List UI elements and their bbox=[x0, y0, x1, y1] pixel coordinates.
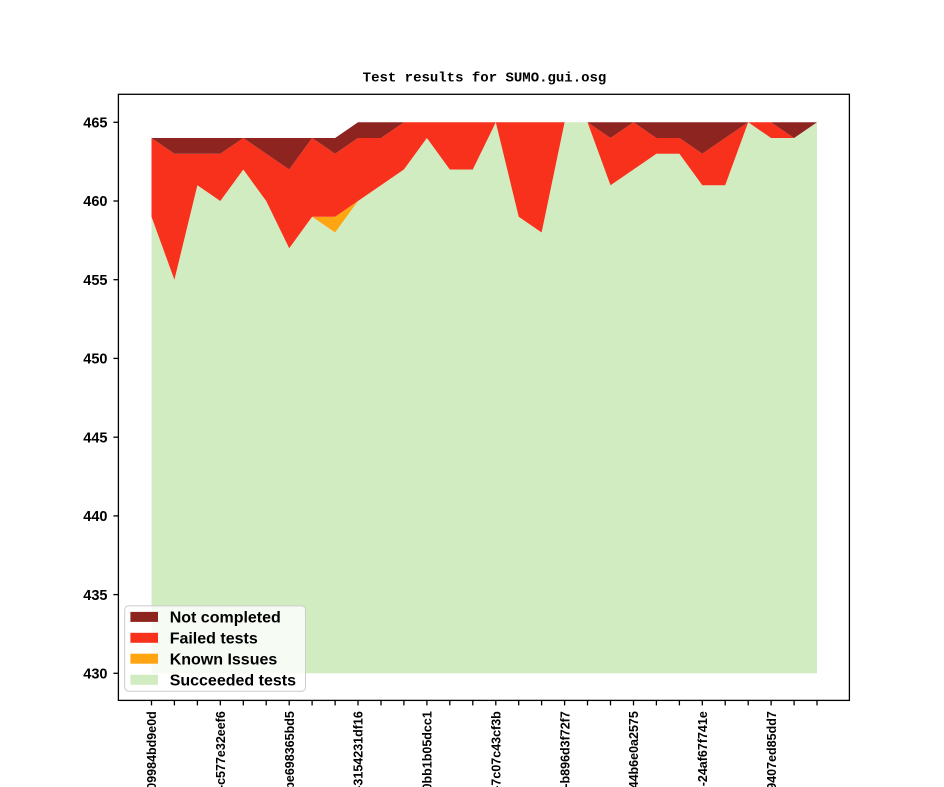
svg-text:455: 455 bbox=[83, 273, 107, 289]
svg-text:44b6e0a2575: 44b6e0a2575 bbox=[627, 711, 641, 787]
svg-text:-b896d3f72f7: -b896d3f72f7 bbox=[558, 711, 572, 787]
svg-text:Known Issues: Known Issues bbox=[170, 651, 278, 668]
svg-text:460: 460 bbox=[83, 194, 107, 210]
svg-text:-c577e32eef6: -c577e32eef6 bbox=[214, 711, 228, 787]
svg-text:-3154231df16: -3154231df16 bbox=[352, 711, 366, 787]
svg-text:0bb1b05dcc1: 0bb1b05dcc1 bbox=[421, 711, 435, 787]
svg-text:09984bd9e0d: 09984bd9e0d bbox=[145, 711, 159, 787]
svg-text:465: 465 bbox=[83, 116, 107, 132]
svg-text:440: 440 bbox=[83, 509, 107, 525]
svg-text:445: 445 bbox=[83, 430, 107, 446]
svg-text:Test results for SUMO.gui.osg: Test results for SUMO.gui.osg bbox=[363, 71, 607, 87]
svg-text:Not completed: Not completed bbox=[170, 610, 281, 627]
svg-text:Succeeded tests: Succeeded tests bbox=[170, 673, 296, 690]
svg-text:be698365bd5: be698365bd5 bbox=[283, 711, 297, 787]
svg-text:-7c07c43cf3b: -7c07c43cf3b bbox=[490, 711, 504, 787]
svg-text:430: 430 bbox=[83, 667, 107, 683]
svg-text:-24af67f741e: -24af67f741e bbox=[696, 711, 710, 786]
svg-text:9407ed85dd7: 9407ed85dd7 bbox=[765, 711, 779, 787]
svg-text:435: 435 bbox=[83, 588, 107, 604]
svg-text:Failed tests: Failed tests bbox=[170, 631, 258, 648]
svg-text:450: 450 bbox=[83, 352, 107, 368]
